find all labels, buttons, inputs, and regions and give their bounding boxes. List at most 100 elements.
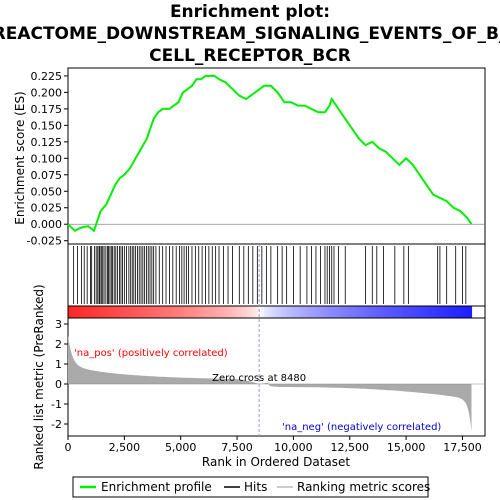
enrichment-profile-line — [67, 74, 473, 233]
color-bar-segment — [459, 306, 464, 318]
title-line-1: Enrichment plot: — [170, 2, 330, 22]
color-bar-segment — [333, 306, 337, 318]
color-bar-segment — [284, 306, 288, 318]
x-axis-label: Rank in Ordered Dataset — [202, 455, 350, 469]
color-bar-segment — [206, 306, 210, 318]
color-bar-segment — [258, 306, 262, 318]
color-bar-segment — [436, 306, 441, 318]
zero-cross-label: Zero cross at 8480 — [212, 373, 306, 384]
color-bar-segment — [232, 306, 236, 318]
es-y-tick-label: 0.050 — [31, 185, 63, 198]
color-bar-segment — [160, 306, 164, 318]
color-bar-segment — [209, 306, 213, 318]
es-panel-frame — [67, 67, 486, 245]
color-bar-segment — [217, 306, 222, 318]
es-y-tick-label: 0.200 — [31, 86, 63, 99]
color-bar-segment — [298, 306, 303, 318]
color-bar-segment — [370, 306, 375, 318]
es-y-tick-label: 0.225 — [31, 70, 63, 83]
color-bar-segment — [191, 306, 196, 318]
rank-y-tick-label: -1 — [51, 398, 62, 411]
x-tick-label: 0 — [65, 441, 72, 454]
color-bar-segment — [73, 306, 78, 318]
color-bar-segment — [145, 306, 150, 318]
color-bar-segment — [367, 306, 372, 318]
color-bar-segment — [344, 306, 349, 318]
es-y-tick-label: 0.175 — [31, 103, 63, 116]
neg-label: 'na_neg' (negatively correlated) — [282, 422, 441, 433]
color-bar-segment — [442, 306, 447, 318]
color-bar-segment — [278, 306, 282, 318]
color-bar-segment — [318, 306, 323, 318]
x-tick-label: 15,000 — [387, 441, 426, 454]
es-y-tick-label: 0.025 — [31, 202, 63, 215]
color-bar-segment — [281, 306, 285, 318]
color-bar-segment — [353, 306, 357, 318]
color-bar-segment — [361, 306, 366, 318]
color-bar-segment — [425, 306, 429, 318]
color-bar-segment — [235, 306, 239, 318]
color-bar-segment — [396, 306, 401, 318]
ranking-metric-area — [68, 335, 485, 431]
color-bar-segment — [289, 306, 294, 318]
color-bar-segment — [295, 306, 300, 318]
color-bar-segment — [410, 306, 415, 318]
color-bar-segment — [203, 306, 207, 318]
color-bar-segment — [238, 306, 242, 318]
legend-box — [72, 476, 429, 498]
color-bar-segment — [249, 306, 254, 318]
color-bar-segment — [439, 306, 444, 318]
rank-y-tick-label: 1 — [55, 358, 62, 371]
es-y-tick-label: 0.125 — [31, 136, 63, 149]
color-bar-segment — [96, 306, 101, 318]
legend-ranking-metric: Ranking metric scores — [297, 480, 430, 494]
color-bar-segment — [359, 306, 363, 318]
color-bar-segment — [102, 306, 107, 318]
color-bar-segment — [131, 306, 135, 318]
color-bar-segment — [88, 306, 92, 318]
x-ticks: 0 2,500 5,000 7,500 10,000 12,500 15,000 17,500 — [65, 436, 482, 454]
color-bar-segment — [341, 306, 346, 318]
color-bar-segment — [79, 306, 84, 318]
color-bar-segment — [269, 306, 274, 318]
color-bar-segment — [454, 306, 458, 318]
color-bar-segment — [422, 306, 426, 318]
es-y-tick-label: 0.100 — [31, 152, 63, 165]
color-bar-segment — [70, 306, 75, 318]
color-bar-segment — [428, 306, 432, 318]
color-bar-segment — [445, 306, 450, 318]
color-bar-segment — [462, 306, 467, 318]
color-bar-segment — [330, 306, 334, 318]
color-bar-segment — [434, 306, 438, 318]
color-bar-segment — [163, 306, 167, 318]
color-bar-segment — [431, 306, 435, 318]
es-y-tick-label: 0.150 — [31, 119, 63, 132]
color-bar-segment — [200, 306, 205, 318]
color-bar-segment — [310, 306, 314, 318]
es-y-tick-label: 0.075 — [31, 169, 63, 182]
color-bar-segment — [151, 306, 156, 318]
color-bar-segment — [413, 306, 418, 318]
color-bar-segment — [465, 306, 470, 318]
color-bar-segment — [93, 306, 98, 318]
color-bar-segment — [385, 306, 389, 318]
color-bar-segment — [376, 306, 380, 318]
color-bar-segment — [324, 306, 328, 318]
color-bar-segment — [275, 306, 279, 318]
color-bar-segment — [261, 306, 265, 318]
color-bar-segment — [243, 306, 248, 318]
color-bar-segment — [116, 306, 121, 318]
color-bar-segment — [390, 306, 395, 318]
color-bar-segment — [240, 306, 245, 318]
color-bar-segment — [111, 306, 115, 318]
color-bar-segment — [68, 306, 72, 318]
color-bar-segment — [125, 306, 130, 318]
color-bar-segment — [448, 306, 452, 318]
color-bar-segment — [263, 306, 268, 318]
color-bar-segment — [177, 306, 181, 318]
color-bar-segment — [82, 306, 86, 318]
color-bar-segment — [168, 306, 173, 318]
color-bar-segment — [226, 306, 230, 318]
color-bar-segment — [171, 306, 176, 318]
